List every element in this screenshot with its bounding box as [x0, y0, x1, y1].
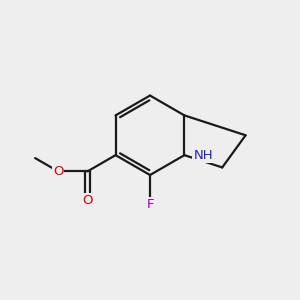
Text: NH: NH	[193, 149, 213, 162]
Text: F: F	[146, 198, 154, 211]
Text: O: O	[53, 165, 63, 178]
Text: O: O	[82, 194, 93, 207]
